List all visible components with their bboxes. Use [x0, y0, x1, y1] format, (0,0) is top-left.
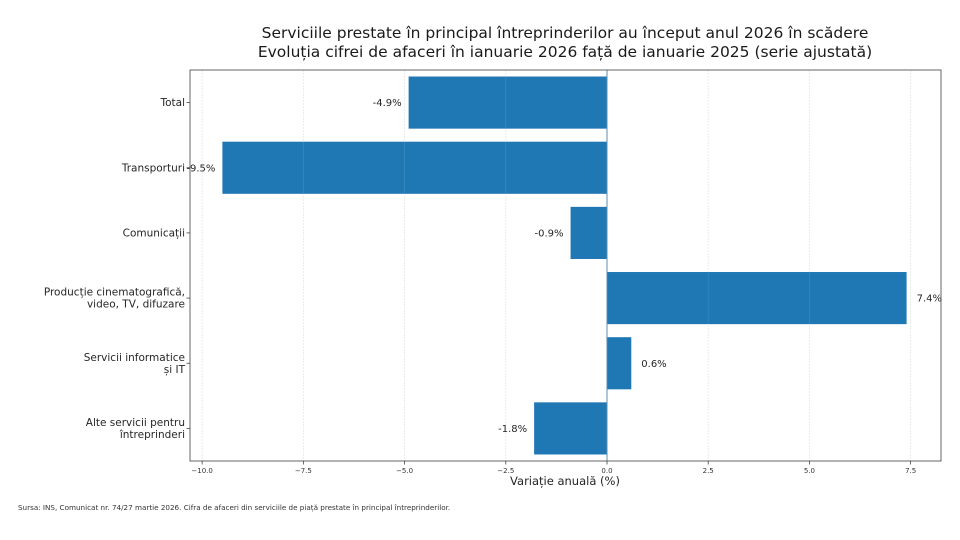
- data-label: -9.5%: [186, 163, 215, 174]
- x-tick-label: −7.5: [295, 467, 312, 475]
- bar: [570, 206, 607, 259]
- y-tick-label: Transporturi: [121, 162, 185, 174]
- data-label: 0.6%: [641, 359, 666, 370]
- y-tick-label: Producție cinematografică, video, TV, dif…: [44, 287, 185, 311]
- bar: [408, 76, 607, 129]
- x-tick-label: 0.0: [601, 467, 612, 475]
- bar: [606, 337, 632, 390]
- y-tick-label: Servicii informatice și IT: [84, 352, 186, 376]
- chart-subtitle: Evoluția cifrei de afaceri în ianuarie 2…: [258, 43, 872, 61]
- data-label: 7.4%: [917, 294, 942, 305]
- chart-title: Serviciile prestate în principal întrepr…: [262, 24, 869, 42]
- bars: [222, 76, 907, 455]
- x-axis-ticks: −10.0 −7.5 −5.0 −2.5 0.0 2.5 5.0 7.5: [191, 461, 916, 475]
- y-tick-label: Comunicații: [123, 227, 185, 239]
- bar: [534, 402, 607, 455]
- bar: [606, 272, 907, 325]
- x-axis-label: Variație anuală (%): [510, 474, 620, 488]
- x-tick-label: −10.0: [191, 467, 212, 475]
- x-tick-label: 7.5: [905, 467, 916, 475]
- plot-frame: [189, 69, 942, 462]
- data-label: -0.9%: [535, 228, 564, 239]
- data-label: -1.8%: [498, 424, 527, 435]
- source-note: Sursa: INS, Comunicat nr. 74/27 martie 2…: [18, 503, 451, 512]
- data-label: -4.9%: [373, 98, 402, 109]
- data-labels: -4.9% -9.5% -0.9% 7.4% 0.6% -1.8%: [186, 98, 942, 435]
- x-tick-label: −2.5: [497, 467, 514, 475]
- x-tick-label: 5.0: [804, 467, 815, 475]
- x-tick-label: 2.5: [703, 467, 714, 475]
- bar: [222, 141, 607, 194]
- x-tick-label: −5.0: [396, 467, 413, 475]
- y-tick-label: Total: [159, 97, 185, 109]
- y-tick-label: Alte servicii pentru întreprinderi: [86, 417, 185, 441]
- y-axis-ticks: Total Transporturi Comunicații Producție ci…: [44, 97, 190, 441]
